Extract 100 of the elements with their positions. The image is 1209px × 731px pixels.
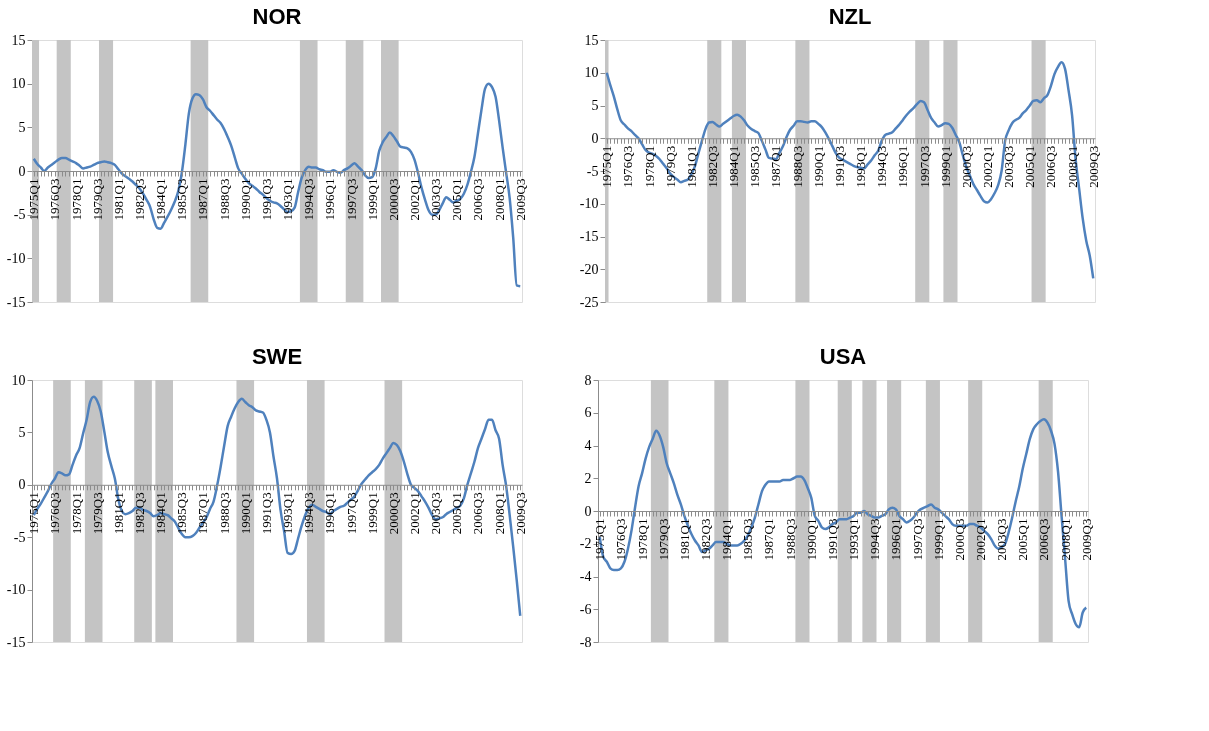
y-tick-label: 0 [18, 163, 26, 179]
x-tick-label: 1987Q1 [761, 518, 777, 561]
x-tick-label: 2008Q1 [1064, 145, 1080, 188]
x-tick-label: 2005Q1 [449, 178, 465, 221]
x-tick-label: 1999Q1 [364, 492, 380, 535]
x-tick-label: 2005Q1 [1022, 145, 1038, 188]
y-tick-label: 5 [591, 98, 599, 113]
x-tick-label: 1999Q1 [937, 145, 953, 188]
x-tick-label: 1988Q3 [789, 145, 805, 188]
x-tick-label: 1997Q3 [343, 492, 359, 535]
x-tick-label: 2006Q3 [1036, 518, 1052, 561]
x-tick-label: 1984Q1 [153, 492, 169, 535]
x-tick-label: 2005Q1 [449, 492, 465, 535]
x-tick-label: 1981Q1 [676, 518, 692, 561]
x-tick-label: 1991Q3 [824, 518, 840, 561]
y-tick-label: -10 [6, 582, 26, 598]
x-tick-label: 2002Q1 [406, 492, 422, 535]
x-tick-label: 1994Q3 [867, 518, 883, 561]
y-tick-label: 6 [584, 405, 592, 421]
x-tick-label: 2008Q1 [491, 178, 507, 221]
x-tick-label: 1984Q1 [726, 145, 742, 188]
x-tick-label: 1993Q1 [280, 492, 296, 535]
y-tick-label: 0 [591, 130, 599, 146]
x-tick-label: 1982Q3 [132, 178, 148, 221]
x-tick-label: 2003Q3 [994, 518, 1010, 561]
x-tick-label: 1993Q1 [280, 178, 296, 221]
x-tick-label: 1996Q1 [322, 492, 338, 535]
x-tick-label: 2009Q3 [1078, 518, 1094, 561]
x-tick-label: 1985Q3 [174, 178, 190, 221]
y-tick-label: 10 [11, 372, 26, 388]
x-tick-label: 1979Q3 [662, 145, 678, 188]
x-tick-label: 1981Q1 [110, 178, 126, 221]
x-tick-label: 1996Q1 [895, 145, 911, 188]
x-tick-label: 1979Q3 [89, 178, 105, 221]
y-tick-label: 15 [11, 32, 26, 48]
x-tick-label: 2006Q3 [1043, 145, 1059, 188]
y-tick-label: 8 [584, 372, 592, 388]
x-tick-label: 2000Q3 [958, 145, 974, 188]
x-tick-label: 1987Q1 [768, 145, 784, 188]
x-tick-label: 1984Q1 [719, 518, 735, 561]
x-tick-label: 1990Q1 [810, 145, 826, 188]
x-tick-label: 1976Q3 [613, 518, 629, 561]
x-tick-label: 2000Q3 [385, 178, 401, 221]
x-tick-label: 1985Q3 [174, 492, 190, 535]
y-tick-label: -20 [579, 261, 599, 277]
x-tick-label: 1991Q3 [831, 145, 847, 188]
y-tick-label: -5 [13, 529, 26, 545]
x-tick-label: 2008Q1 [491, 492, 507, 535]
x-tick-label: 2006Q3 [470, 492, 486, 535]
x-tick-label: 2003Q3 [1001, 145, 1017, 188]
x-tick-label: 1988Q3 [216, 492, 232, 535]
y-tick-label: 0 [18, 477, 26, 493]
y-tick-label: -15 [6, 634, 26, 650]
chart-title: NZL [828, 4, 872, 29]
x-tick-label: 1975Q1 [592, 518, 608, 561]
x-tick-label: 1990Q1 [237, 492, 253, 535]
x-tick-label: 1975Q1 [26, 492, 42, 535]
y-tick-label: -5 [13, 207, 26, 223]
x-tick-label: 1994Q3 [301, 492, 317, 535]
x-tick-label: 1979Q3 [655, 518, 671, 561]
y-tick-label: -15 [6, 294, 26, 310]
y-tick-label: -10 [6, 250, 26, 266]
x-tick-label: 1991Q3 [258, 492, 274, 535]
x-tick-label: 1982Q3 [132, 492, 148, 535]
x-tick-label: 1985Q3 [747, 145, 763, 188]
x-tick-label: 1981Q1 [110, 492, 126, 535]
y-tick-label: -4 [579, 569, 592, 584]
x-tick-label: 2009Q3 [512, 492, 528, 535]
x-tick-label: 1985Q3 [740, 518, 756, 561]
x-tick-label: 1988Q3 [216, 178, 232, 221]
x-tick-label: 1987Q1 [195, 492, 211, 535]
y-tick-label: 10 [11, 76, 26, 92]
x-tick-label: 1976Q3 [620, 145, 636, 188]
y-tick-label: 5 [18, 119, 26, 135]
x-tick-label: 1996Q1 [888, 518, 904, 561]
chart-title: USA [819, 344, 867, 369]
x-tick-label: 1978Q1 [634, 518, 650, 561]
x-tick-label: 1999Q1 [930, 518, 946, 561]
y-tick-label: 2 [584, 470, 592, 486]
x-tick-label: 1982Q3 [705, 145, 721, 188]
x-tick-label: 2006Q3 [470, 178, 486, 221]
x-tick-label: 1990Q1 [803, 518, 819, 561]
x-tick-label: 2009Q3 [1085, 145, 1101, 188]
x-tick-label: 1991Q3 [258, 178, 274, 221]
y-tick-label: 4 [584, 438, 592, 453]
y-tick-label: -5 [586, 163, 599, 179]
x-tick-label: 2003Q3 [428, 178, 444, 221]
x-tick-label: 1999Q1 [364, 178, 380, 221]
x-tick-label: 1987Q1 [195, 178, 211, 221]
y-tick-label: -6 [579, 601, 592, 617]
x-tick-label: 1976Q3 [47, 492, 63, 535]
chart-title: NOR [252, 4, 302, 29]
y-tick-label: 15 [584, 32, 599, 48]
x-tick-label: 2002Q1 [406, 178, 422, 221]
x-tick-label: 1988Q3 [782, 518, 798, 561]
y-tick-label: 5 [18, 424, 26, 440]
x-tick-label: 1975Q1 [599, 145, 615, 188]
x-tick-label: 1994Q3 [301, 178, 317, 221]
x-tick-label: 1979Q3 [89, 492, 105, 535]
chart-title: SWE [251, 344, 303, 369]
